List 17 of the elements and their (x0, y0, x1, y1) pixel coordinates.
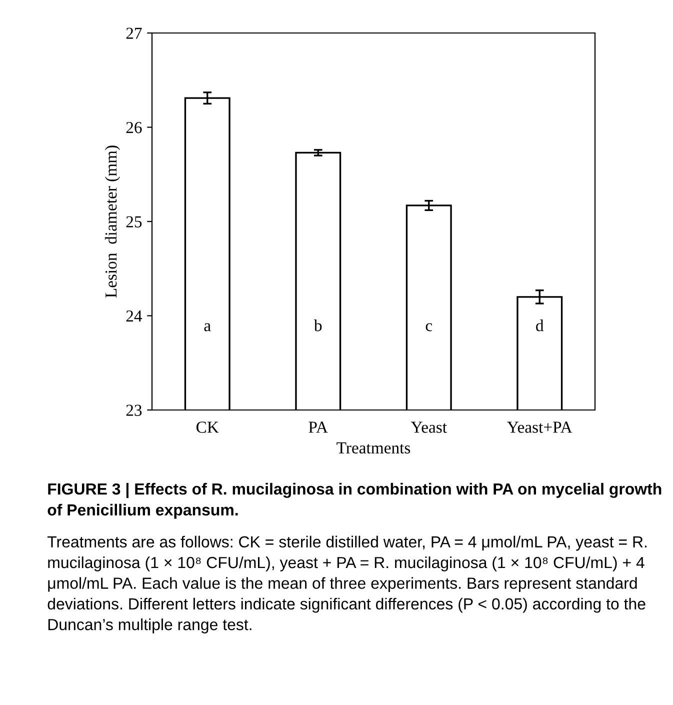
annotation: c (426, 323, 432, 332)
x-axis-title: Treatments (336, 442, 410, 454)
x-tick-label: Yeast+PA (507, 422, 572, 433)
annotation: d (536, 320, 544, 332)
y-tick-label: 26 (126, 122, 142, 134)
y-tick-label: 27 (126, 28, 142, 39)
x-tick-label: CK (196, 422, 219, 433)
annotation: b (314, 320, 322, 332)
y-tick-label: 23 (126, 404, 142, 416)
x-tick-label: PA (308, 422, 328, 433)
caption: FIGURE 3 | Effects of R. mucilaginosa in combination with PA on mycelial growth of Penicillium expansum. (48, 482, 662, 519)
y-axis-title: Lesion diameter (mm) (104, 146, 120, 298)
text: Treatments are as follows: CK = sterile distilled water, PA = 4 μmol/mL PA, yeast = R. mucilaginosa (1 × 10⁸ CFU/mL), yeast + PA = R. mucilaginosa (1 × 10⁸ CFU/mL) + 4 μmol/mL PA. Each value is the mean of three experiments. Bars represent standard deviations. Different letters indicate significant differences (P < 0.05) according to the Duncan’s multiple range test. (47, 536, 647, 634)
annotation: a (204, 323, 211, 332)
y-tick-label: 25 (126, 216, 142, 228)
x-tick-label: Yeast (410, 422, 447, 433)
y-tick-label: 24 (126, 310, 142, 322)
